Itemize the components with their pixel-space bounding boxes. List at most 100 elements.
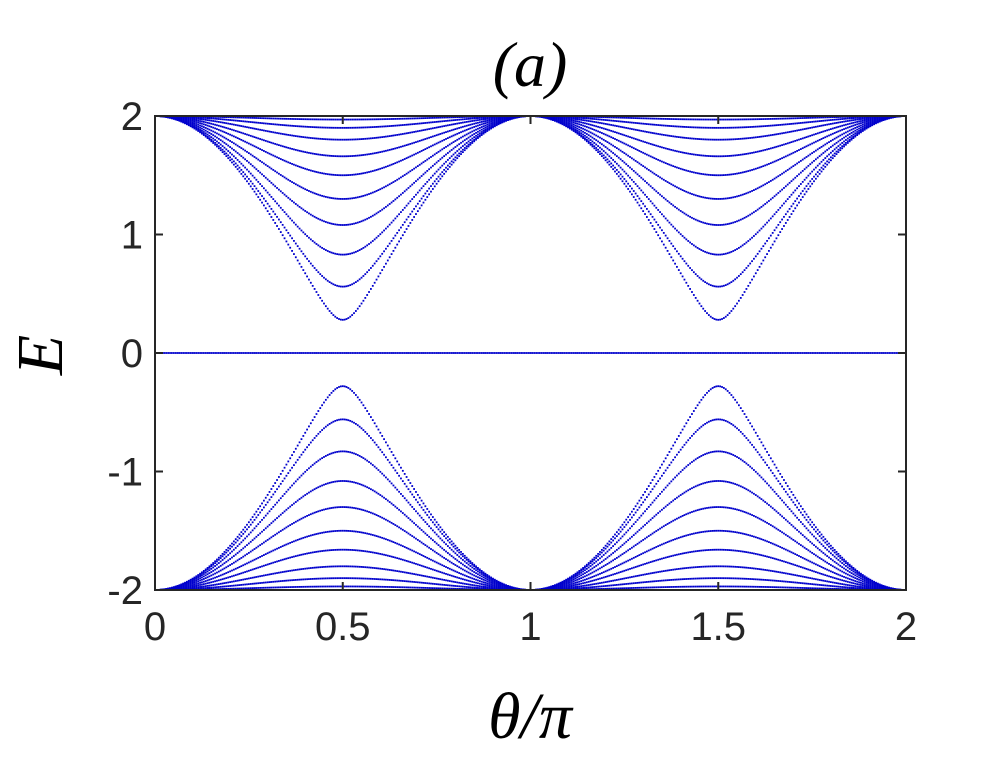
band-point	[446, 152, 449, 154]
band-point	[238, 537, 241, 540]
band-point	[364, 430, 367, 433]
band-point	[666, 454, 669, 457]
band-point	[450, 548, 453, 551]
band-point	[302, 451, 305, 454]
band-point	[263, 150, 265, 152]
band-point	[212, 569, 215, 572]
band-point	[850, 572, 853, 575]
band-point	[390, 221, 393, 224]
band-point	[769, 524, 772, 526]
band-point	[270, 562, 273, 565]
band-point	[462, 563, 464, 566]
band-point	[600, 555, 603, 558]
band-point	[570, 127, 573, 130]
band-point	[206, 137, 209, 139]
band-point	[488, 123, 491, 125]
band-point	[619, 158, 622, 161]
band-point	[415, 551, 417, 554]
band-point	[783, 171, 785, 174]
band-point	[574, 572, 577, 575]
band-point	[392, 200, 395, 202]
band-point	[775, 193, 778, 196]
band-point	[781, 515, 783, 518]
band-point	[272, 169, 275, 171]
band-point	[794, 527, 797, 530]
band-point	[339, 450, 342, 453]
band-point	[291, 504, 293, 506]
band-point	[676, 166, 678, 169]
band-point	[392, 504, 395, 506]
band-point	[422, 149, 425, 151]
band-point	[784, 200, 787, 203]
band-point	[279, 144, 282, 147]
band-point	[651, 517, 654, 519]
band-point	[777, 234, 780, 237]
band-point	[672, 499, 675, 502]
band-point	[268, 141, 271, 144]
band-point	[738, 429, 740, 431]
band-point	[354, 222, 357, 225]
band-point	[240, 572, 243, 575]
band-point	[873, 582, 875, 584]
band-point	[309, 190, 312, 193]
band-point	[653, 499, 656, 502]
band-point	[431, 154, 434, 157]
band-point	[317, 244, 320, 247]
band-point	[227, 132, 230, 135]
band-point	[610, 547, 613, 549]
band-point	[769, 469, 772, 472]
band-point	[820, 166, 823, 169]
band-point	[383, 537, 385, 540]
band-point	[670, 539, 673, 542]
band-point	[664, 469, 667, 472]
band-point	[762, 478, 765, 481]
band-point	[771, 196, 774, 199]
band-point	[285, 240, 288, 243]
band-point	[418, 496, 421, 499]
band-point	[646, 153, 648, 156]
band-point	[713, 318, 716, 320]
band-point	[871, 580, 874, 583]
band-point	[615, 531, 618, 534]
band-point	[865, 578, 868, 581]
band-point	[377, 492, 380, 495]
band-point	[814, 537, 817, 540]
band-point	[433, 518, 436, 521]
band-point	[433, 153, 436, 156]
band-point	[848, 563, 851, 566]
band-point	[873, 122, 875, 124]
band-point	[293, 521, 295, 524]
band-point	[351, 530, 354, 533]
band-point	[664, 246, 667, 249]
band-point	[416, 165, 419, 167]
band-point	[728, 452, 731, 455]
band-point	[580, 569, 583, 572]
band-point	[724, 506, 727, 509]
band-point	[212, 577, 215, 580]
band-point	[730, 481, 733, 484]
band-point	[416, 151, 419, 154]
band-point	[835, 557, 838, 560]
band-point	[734, 195, 737, 198]
band-point	[353, 282, 355, 285]
band-point	[435, 182, 438, 185]
band-point	[418, 503, 421, 506]
band-point	[298, 185, 301, 188]
band-point	[845, 131, 847, 134]
band-point	[728, 391, 731, 394]
band-point	[756, 472, 759, 475]
band-point	[281, 528, 284, 531]
band-point	[743, 269, 746, 272]
band-point	[677, 451, 680, 454]
band-point	[820, 170, 823, 173]
band-point	[732, 396, 735, 399]
band-point	[370, 533, 372, 536]
band-point	[351, 252, 354, 255]
band-point	[247, 569, 250, 572]
band-point	[400, 510, 402, 513]
band-point	[430, 548, 432, 550]
band-point	[231, 161, 233, 164]
band-point	[646, 488, 648, 490]
band-point	[856, 570, 859, 572]
band-point	[574, 575, 577, 578]
